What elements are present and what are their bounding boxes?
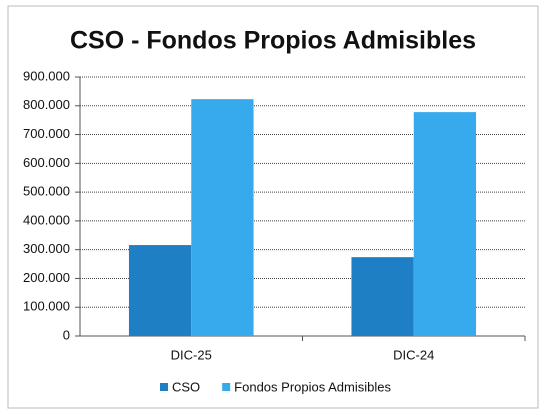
y-tick-label: 200.000 [23,270,70,285]
x-tick-label: DIC-25 [171,347,212,362]
y-tick-label: 500.000 [23,184,70,199]
y-tick-label: 700.000 [23,126,70,141]
y-tick-label: 600.000 [23,155,70,170]
legend-swatch [222,383,231,391]
chart-title: CSO - Fondos Propios Admisibles [70,27,476,55]
bar [413,112,477,336]
legend-label: Fondos Propios Admisibles [234,379,391,394]
y-tick-label: 100.000 [23,299,70,314]
x-tick-label: DIC-24 [393,347,434,362]
y-tick-label: 300.000 [23,241,70,256]
y-tick-label: 900.000 [23,68,70,83]
bar [191,99,254,336]
y-tick-label: 0 [63,327,70,342]
legend-swatch [160,383,168,391]
legend-label: CSO [172,379,200,394]
bar [128,245,192,336]
y-tick-label: 400.000 [23,212,70,227]
y-tick-label: 800.000 [23,97,70,112]
bar [351,257,414,336]
